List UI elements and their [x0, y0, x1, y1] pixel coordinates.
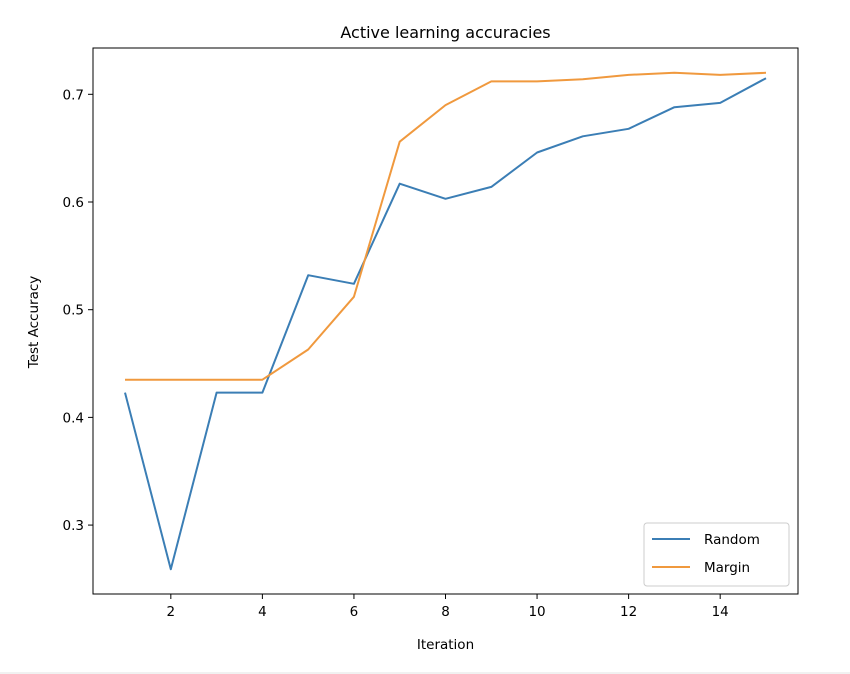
series-line-random	[124, 77, 767, 571]
legend: Random Margin	[643, 522, 790, 587]
x-tick-label: 14	[712, 604, 729, 620]
y-tick-label: 0.6	[63, 195, 84, 211]
legend-label-margin: Margin	[704, 560, 750, 576]
x-tick-label: 2	[167, 604, 176, 620]
y-tick-label: 0.3	[63, 518, 84, 534]
y-tick-label: 0.5	[63, 303, 84, 319]
x-axis-label: Iteration	[417, 637, 474, 653]
series-line-margin	[125, 71, 767, 381]
x-tick-label: 12	[620, 604, 637, 620]
x-tick-label: 6	[350, 604, 359, 620]
legend-label-random: Random	[704, 532, 760, 548]
window-bottom-edge	[0, 672, 850, 674]
y-tick-label: 0.7	[63, 87, 84, 103]
x-tick-label: 4	[258, 604, 267, 620]
plot-frame	[92, 47, 799, 595]
x-tick-label: 8	[441, 604, 450, 620]
plot-area: 2 4 6 8 10 12 14 0.3 0.4 0.5 0.6 0.7 Random Margin	[63, 47, 799, 620]
chart-title: Active learning accuracies	[340, 23, 550, 42]
y-tick-label: 0.4	[63, 410, 84, 426]
x-tick-label: 10	[528, 604, 545, 620]
y-axis-label: Test Accuracy	[26, 276, 42, 370]
